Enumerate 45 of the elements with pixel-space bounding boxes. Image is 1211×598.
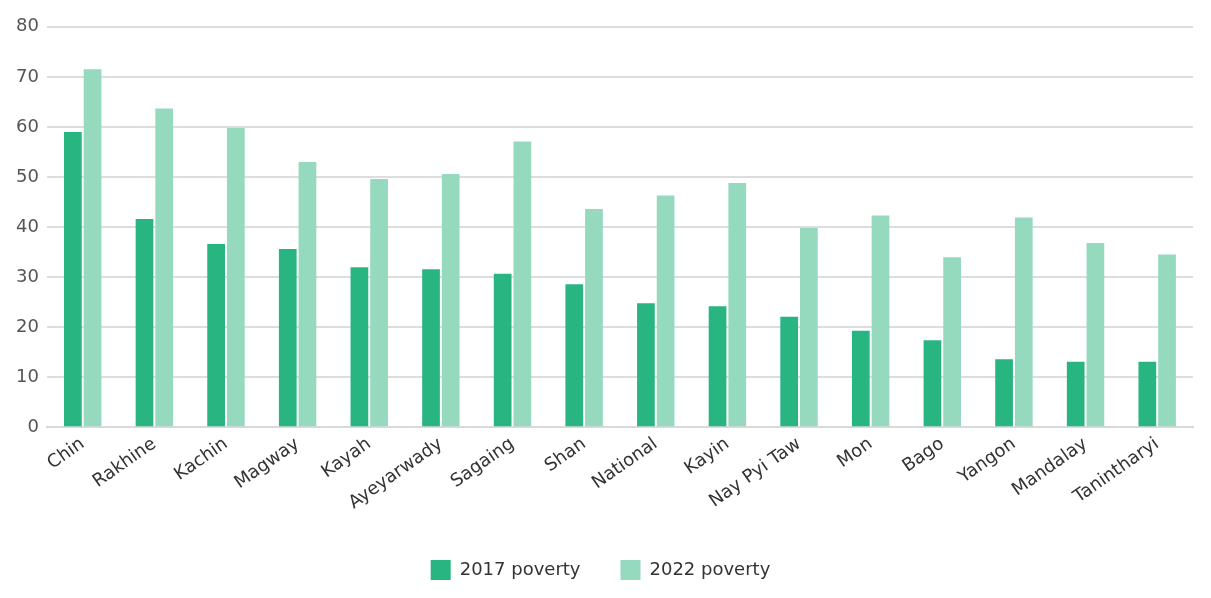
bar — [493, 273, 512, 427]
bar — [422, 269, 440, 427]
bar — [298, 161, 317, 427]
bar — [943, 257, 962, 427]
bar — [565, 284, 584, 427]
bar — [637, 303, 655, 427]
bar — [1014, 217, 1033, 427]
bar — [851, 330, 870, 427]
bar — [64, 131, 82, 427]
y-tick-label: 40 — [16, 214, 39, 236]
y-tick-label: 0 — [27, 415, 39, 437]
y-tick-label: 50 — [16, 164, 39, 186]
bar — [155, 108, 174, 427]
y-tick-label: 30 — [16, 264, 39, 286]
bar — [135, 219, 154, 427]
bar — [1158, 254, 1176, 427]
bar — [923, 340, 942, 427]
bar — [1066, 361, 1085, 427]
legend-label: 2017 poverty — [459, 557, 581, 579]
bar — [656, 195, 675, 427]
bar — [226, 127, 245, 427]
bar — [1086, 243, 1105, 427]
bar — [207, 244, 225, 427]
bar — [800, 228, 818, 427]
bar — [780, 316, 799, 427]
y-tick-label: 70 — [16, 64, 39, 86]
bar — [370, 179, 388, 427]
bar — [278, 249, 297, 427]
x-tick-label: Chin — [42, 432, 88, 473]
bar — [513, 141, 532, 427]
bar — [708, 306, 727, 427]
bar — [728, 183, 747, 427]
bar — [1138, 361, 1157, 427]
y-tick-label: 80 — [16, 14, 39, 36]
y-tick-label: 10 — [16, 364, 39, 386]
bar — [585, 209, 603, 427]
bar — [350, 267, 369, 427]
bar — [441, 174, 460, 427]
bar — [871, 215, 890, 427]
x-tick-label: Mon — [832, 432, 876, 472]
bar — [83, 69, 102, 427]
y-tick-label: 20 — [16, 314, 39, 336]
bar — [995, 359, 1013, 427]
y-tick-label: 60 — [16, 114, 39, 136]
legend-label: 2022 poverty — [649, 557, 771, 579]
